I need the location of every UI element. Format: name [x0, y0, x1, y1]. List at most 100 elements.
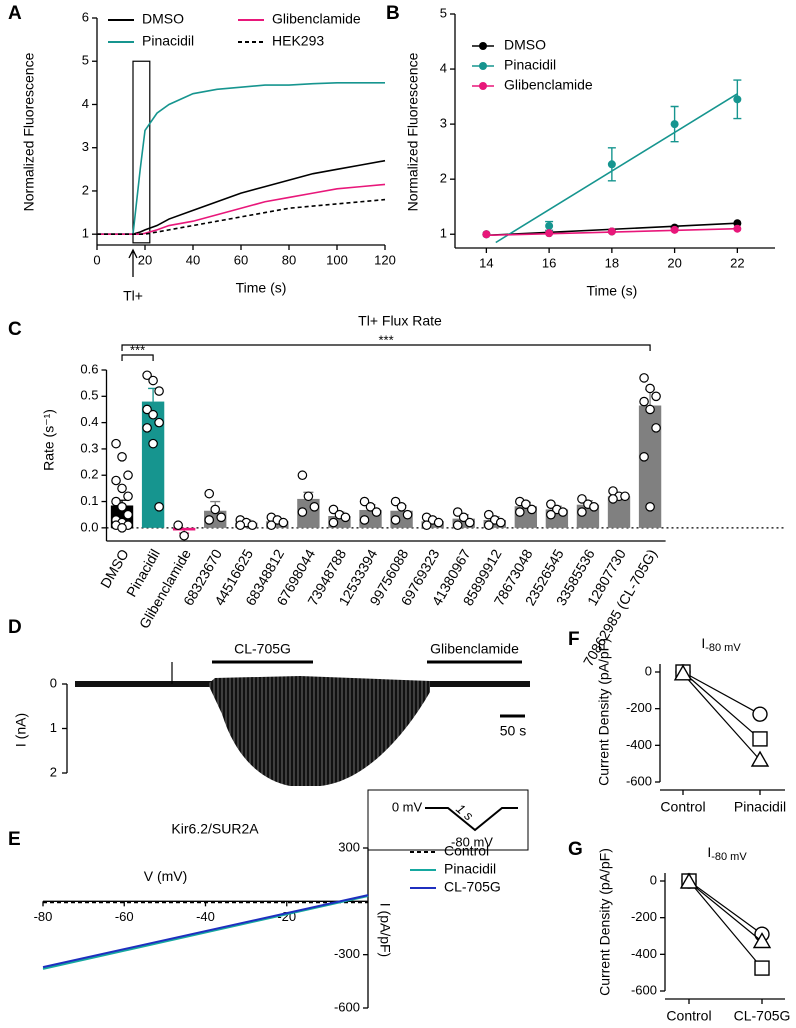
x-tick-label: Pinacidil	[734, 799, 786, 815]
series-line	[97, 183, 386, 235]
legend-label: Control	[444, 843, 489, 859]
data-point	[645, 383, 655, 394]
y-tick-label: 0.0	[80, 519, 98, 534]
data-point	[577, 507, 587, 517]
bar	[141, 401, 165, 528]
title-sub: -80 mV	[711, 851, 747, 863]
bar	[328, 516, 351, 528]
marker-square	[752, 731, 768, 747]
data-point	[173, 520, 183, 531]
y-tick-label: 4	[82, 96, 89, 111]
data-point	[651, 391, 661, 402]
panel-label: D	[8, 617, 22, 638]
data-point	[204, 515, 215, 525]
y-tick-label: 0.2	[80, 467, 98, 482]
data-point	[589, 501, 599, 512]
title-main: I	[707, 844, 711, 860]
data-point	[402, 509, 413, 520]
legend-label: DMSO	[504, 37, 546, 53]
series-line	[42, 895, 369, 970]
y-tick-label: 0.4	[80, 414, 98, 429]
legend-marker	[479, 42, 487, 50]
y-axis-label: Normalized Fluorescence	[405, 52, 421, 211]
data-point	[577, 494, 587, 504]
data-point	[639, 373, 649, 383]
voltage-protocol	[425, 807, 518, 832]
y-tick-label: -600	[334, 999, 360, 1014]
data-point	[154, 501, 164, 512]
data-point	[546, 509, 556, 520]
data-point	[607, 227, 616, 236]
data-point	[117, 523, 127, 533]
legend-marker	[479, 82, 487, 90]
x-tick-label: 16	[542, 255, 556, 270]
chart-title: I-80 mV	[707, 844, 747, 863]
data-point	[390, 496, 401, 507]
data-point	[433, 517, 444, 528]
data-point	[651, 423, 661, 433]
legend-label: HEK293	[272, 33, 324, 49]
data-point	[309, 501, 320, 512]
treatment-label: Glibenclamide	[430, 641, 519, 657]
data-point	[527, 504, 537, 515]
data-point	[483, 520, 494, 531]
y-tick-label: 1	[440, 226, 447, 241]
x-tick-label: -60	[115, 909, 134, 924]
data-point	[123, 491, 133, 502]
x-axis-label: Time (s)	[586, 283, 637, 299]
panel-label: E	[8, 829, 21, 850]
pair-line	[688, 880, 763, 969]
bar	[452, 518, 475, 528]
data-point	[297, 507, 308, 517]
data-point	[154, 417, 164, 428]
y-tick-label: 0	[650, 872, 657, 887]
y-tick-label: 0.5	[80, 388, 98, 403]
y-axis-label: Current Density (pA/pF)	[597, 848, 613, 996]
data-point	[733, 95, 742, 104]
bar	[607, 496, 631, 528]
y-tick-label: 1	[50, 720, 57, 735]
x-axis-label: V (mV)	[144, 868, 188, 884]
y-tick-label: 6	[82, 9, 89, 24]
series-line	[97, 82, 385, 235]
data-point	[452, 507, 463, 517]
data-point	[645, 404, 655, 415]
data-point	[396, 501, 407, 512]
panel-label: A	[8, 3, 22, 24]
data-point	[148, 438, 158, 449]
highlight-box	[132, 60, 151, 244]
y-tick-label: -600	[626, 773, 652, 788]
data-point	[117, 501, 127, 512]
inset-label: -80 mV	[451, 834, 493, 849]
marker-triangle	[673, 664, 693, 681]
legend-label: Pinacidil	[444, 861, 496, 877]
title-sub: -80 mV	[705, 642, 741, 654]
x-tick-label: 20	[667, 255, 681, 270]
data-point	[148, 375, 158, 386]
y-tick-label: 2	[50, 764, 57, 779]
data-point	[204, 488, 215, 499]
y-tick-label: 0.1	[80, 493, 98, 508]
y-tick-label: 1	[82, 226, 89, 241]
inset-label: 0 mV	[392, 799, 423, 814]
pair-line	[688, 880, 763, 935]
series-line	[97, 159, 386, 235]
pair-line	[682, 673, 761, 761]
data-point	[365, 501, 376, 512]
y-tick-label: 0	[645, 663, 652, 678]
y-tick-label: -600	[631, 982, 657, 997]
significance-bracket	[121, 354, 154, 361]
y-tick-label: 0.6	[80, 361, 98, 376]
pair-line	[688, 881, 763, 942]
chart-title: I-80 mV	[701, 635, 741, 654]
x-tick-label: 18	[605, 255, 619, 270]
y-axis-label: I (nA)	[13, 713, 29, 747]
data-point	[111, 438, 121, 449]
panel-label: B	[386, 3, 400, 24]
y-axis-label: Normalized Fluorescence	[21, 52, 37, 211]
title-main: I	[701, 635, 705, 651]
data-point	[670, 225, 679, 234]
data-point	[390, 515, 401, 525]
data-point	[111, 475, 121, 486]
